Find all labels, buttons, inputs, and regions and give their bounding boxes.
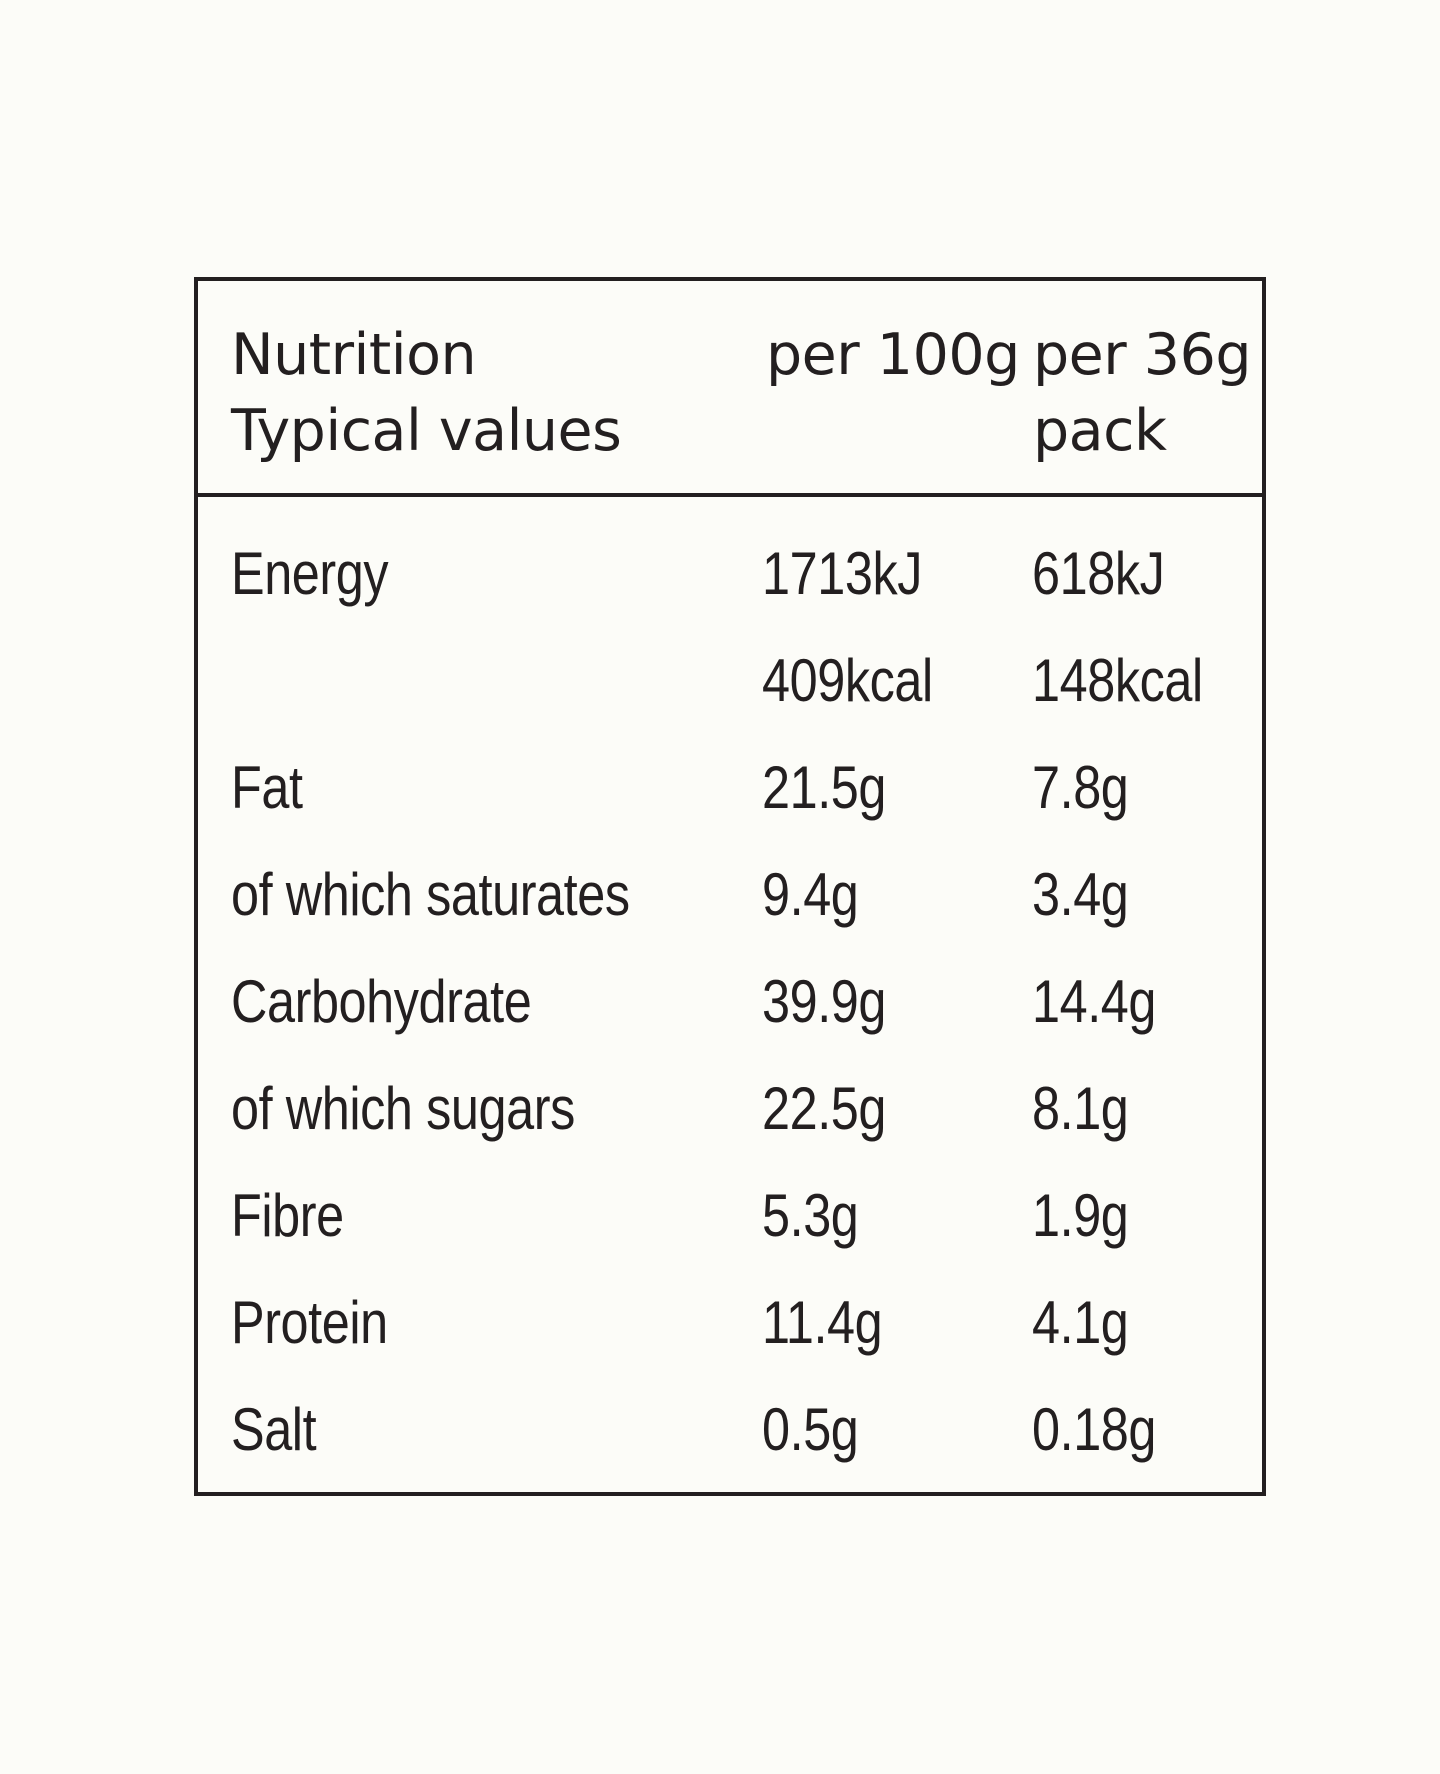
- nutrition-table: Nutrition Typical values per 100g per 36…: [194, 277, 1266, 1496]
- row-value-fibre-per-100g: 5.3g: [762, 1182, 859, 1249]
- row-value-protein-per-pack: 4.1g: [1032, 1289, 1129, 1356]
- row-value-fat-per-pack: 7.8g: [1032, 754, 1129, 821]
- row-value-fat-per-100g: 21.5g: [762, 754, 887, 821]
- table-header: Nutrition Typical values per 100g per 36…: [198, 281, 1262, 497]
- row-value-energy-kj-per-100g: 1713kJ: [762, 540, 923, 607]
- header-per-36g-label: per 36g: [1033, 322, 1252, 388]
- row-value-fibre-per-pack: 1.9g: [1032, 1182, 1129, 1249]
- row-label-carbohydrate: Carbohydrate: [231, 968, 532, 1035]
- row-value-energy-kcal-per-pack: 148kcal: [1032, 647, 1203, 714]
- header-pack-label: pack: [1033, 398, 1167, 464]
- header-column-nutrient: Nutrition Typical values: [231, 317, 622, 469]
- row-label-fibre: Fibre: [231, 1182, 344, 1249]
- row-label-sugars: of which sugars: [231, 1075, 575, 1142]
- header-per-100g-label: per 100g: [766, 322, 1020, 388]
- row-value-protein-per-100g: 11.4g: [762, 1289, 883, 1356]
- row-value-energy-kcal-per-100g: 409kcal: [762, 647, 933, 714]
- row-value-saturates-per-pack: 3.4g: [1032, 861, 1129, 928]
- row-label-salt: Salt: [231, 1396, 317, 1463]
- row-value-energy-kj-per-pack: 618kJ: [1032, 540, 1165, 607]
- row-label-energy: Energy: [231, 540, 389, 607]
- header-column-per-pack: per 36g pack: [1033, 317, 1252, 469]
- row-value-sugars-per-pack: 8.1g: [1032, 1075, 1129, 1142]
- row-value-carbohydrate-per-100g: 39.9g: [762, 968, 887, 1035]
- row-value-salt-per-pack: 0.18g: [1032, 1396, 1157, 1463]
- row-label-protein: Protein: [231, 1289, 388, 1356]
- row-value-sugars-per-100g: 22.5g: [762, 1075, 887, 1142]
- row-value-carbohydrate-per-pack: 14.4g: [1032, 968, 1157, 1035]
- row-label-fat: Fat: [231, 754, 303, 821]
- row-label-saturates: of which saturates: [231, 861, 630, 928]
- header-nutrition-label: Nutrition: [231, 322, 477, 388]
- row-value-saturates-per-100g: 9.4g: [762, 861, 859, 928]
- row-value-salt-per-100g: 0.5g: [762, 1396, 859, 1463]
- header-typical-values-label: Typical values: [231, 398, 622, 464]
- header-column-per-100g: per 100g: [766, 317, 1020, 393]
